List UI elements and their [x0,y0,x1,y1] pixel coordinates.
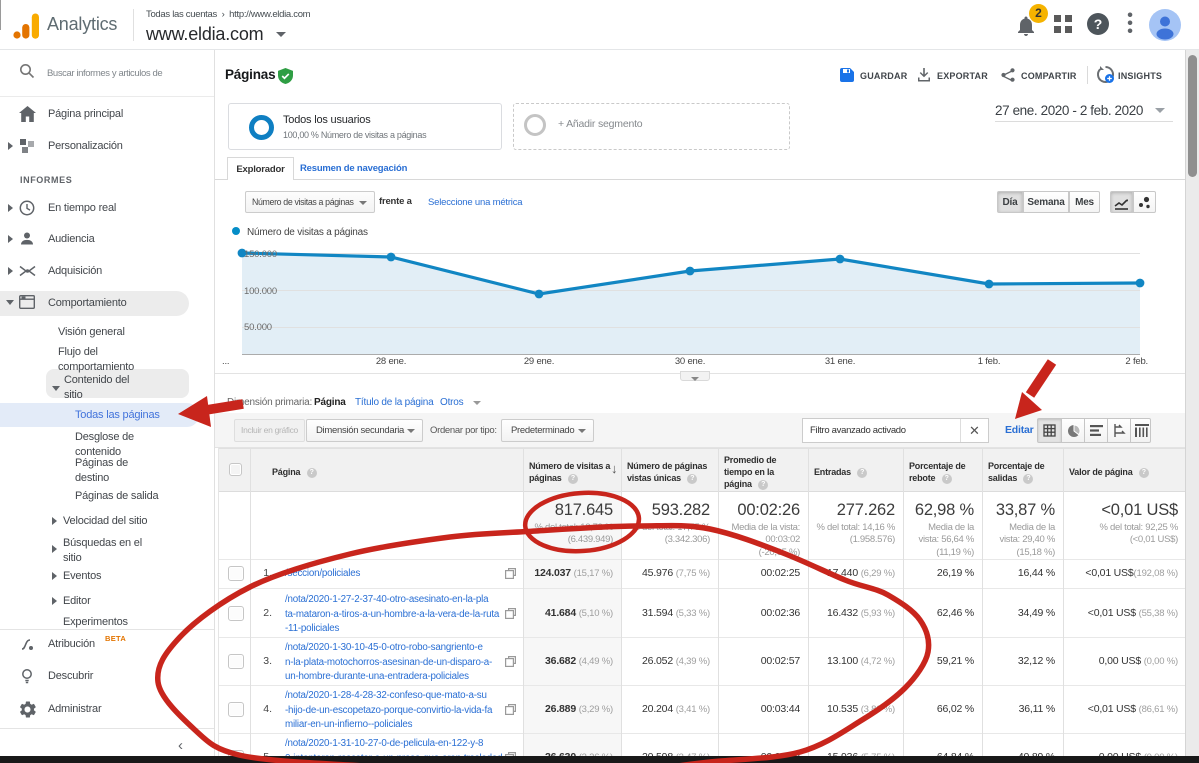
svg-text:31 ene.: 31 ene. [825,356,855,367]
svg-text:28 ene.: 28 ene. [376,356,406,367]
svg-text:100.000: 100.000 [244,286,277,297]
svg-text:30 ene.: 30 ene. [675,356,705,367]
svg-text:29 ene.: 29 ene. [524,356,554,367]
svg-text:2 feb.: 2 feb. [1125,356,1148,367]
svg-text:50.000: 50.000 [244,322,272,333]
svg-text:...: ... [222,356,229,367]
svg-text:150.000: 150.000 [244,249,277,260]
svg-text:1 feb.: 1 feb. [978,356,1001,367]
